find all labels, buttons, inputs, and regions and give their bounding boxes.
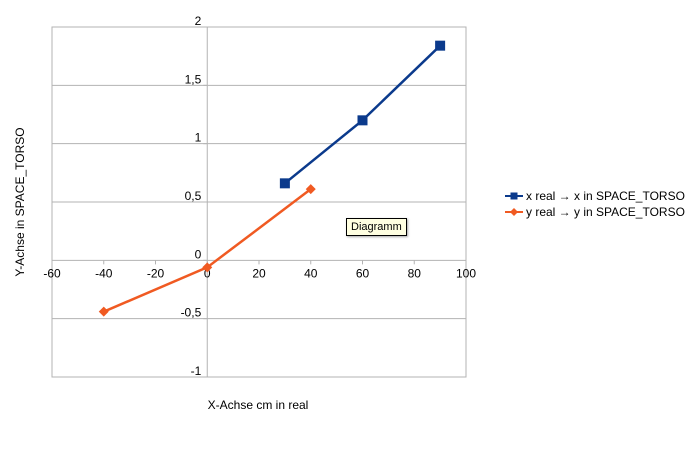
y-axis-title: Y-Achse in SPACE_TORSO [13, 127, 27, 276]
data-point [202, 262, 213, 273]
x-tick-label: 20 [252, 266, 266, 280]
series-markers [98, 40, 446, 317]
x-tick-label: -20 [147, 266, 165, 280]
data-point [435, 40, 446, 51]
x-tick-label: 80 [408, 266, 422, 280]
data-point [98, 306, 109, 317]
data-point [357, 115, 368, 126]
x-tick-label: -60 [43, 266, 61, 280]
x-tick-label: 40 [304, 266, 318, 280]
legend-label: x real → x in SPACE_TORSO [526, 189, 685, 203]
y-tick-label: 1 [195, 131, 202, 145]
y-tick-labels: -1 -0,5 0 0,5 1 1,5 2 [181, 14, 202, 378]
data-point [279, 178, 290, 189]
grid-lines [52, 26, 466, 378]
legend-marker [510, 208, 518, 216]
y-tick-label: 0 [195, 247, 202, 261]
y-tick-label: -1 [191, 364, 202, 378]
data-point [305, 184, 316, 195]
x-tick-label: 60 [356, 266, 370, 280]
y-tick-label: 1,5 [185, 72, 202, 86]
tooltip: Diagramm [346, 218, 407, 236]
x-tick-labels: -60 -40 -20 0 20 40 60 80 100 [43, 266, 476, 280]
legend-marker [510, 192, 518, 200]
x-tick-label: 0 [204, 266, 211, 280]
x-tick-label: 100 [456, 266, 476, 280]
x-tick-label: -40 [95, 266, 113, 280]
y-tick-label: 0,5 [185, 189, 202, 203]
y-tick-label: -0,5 [181, 306, 202, 320]
legend-label: y real → y in SPACE_TORSO [526, 205, 685, 219]
x-axis-title: X-Achse cm in real [208, 398, 309, 412]
y-tick-label: 2 [195, 14, 202, 28]
